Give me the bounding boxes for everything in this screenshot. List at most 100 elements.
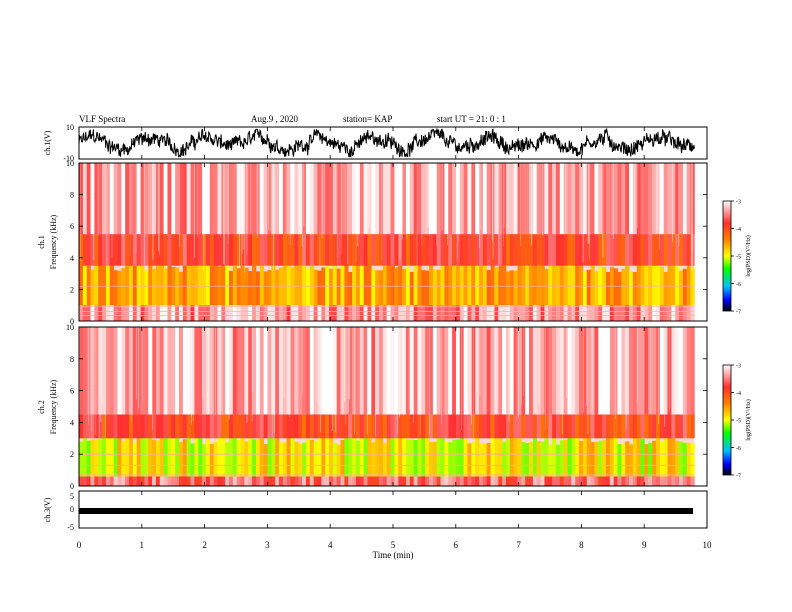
spectrogram-cell	[129, 262, 134, 306]
spectrogram-cell	[567, 476, 572, 486]
spectrogram-cell	[102, 414, 107, 439]
spectrogram-cell	[575, 414, 580, 439]
spectrogram-cell	[409, 439, 414, 477]
spectrogram-cell	[417, 234, 422, 266]
spectrogram-cell	[467, 327, 472, 415]
spectrogram-cell	[298, 305, 303, 321]
spectrogram-cell	[148, 476, 153, 486]
spectrogram-cell	[325, 234, 330, 266]
spectrogram-cell	[109, 476, 114, 486]
spectrogram-cell	[225, 234, 230, 266]
spectrogram-cell	[598, 234, 603, 266]
spectrogram-cell	[532, 476, 538, 486]
spectrogram-cell	[429, 414, 434, 439]
spectrogram-cell	[494, 476, 499, 486]
spectrogram-cell	[429, 163, 434, 235]
spectrogram-cell	[475, 234, 480, 266]
spectrogram-cell	[263, 476, 268, 486]
spectrogram-cell	[329, 268, 334, 306]
spectrogram-cell	[236, 234, 241, 266]
spectrogram-cell	[232, 163, 238, 235]
y-tick-label: 2	[70, 285, 74, 294]
spectrogram-cell	[671, 234, 676, 266]
spectrogram-cell	[152, 268, 157, 306]
spectrogram-cell	[586, 476, 591, 486]
spectrogram-cell	[459, 305, 464, 321]
spectrogram-cell	[532, 327, 538, 415]
spectrogram-cell	[498, 163, 503, 235]
spectrogram-cell	[286, 163, 291, 235]
spectrogram-cell	[129, 305, 134, 321]
spectrogram-cell	[298, 234, 303, 266]
spectrogram-cell	[82, 305, 87, 321]
spectrogram-cell	[267, 234, 272, 266]
spectrogram-cell	[567, 305, 572, 321]
spectrogram-cell	[294, 163, 299, 235]
spectrogram-cell	[236, 476, 241, 486]
spectrogram-cell	[598, 414, 603, 439]
spectrogram-cell	[452, 163, 457, 235]
spectrogram-cell	[421, 414, 426, 439]
spectrogram-cell	[332, 476, 338, 486]
y-tick-label: 4	[70, 254, 74, 263]
spectrogram-cell	[148, 414, 153, 439]
x-tick-label: 0	[77, 540, 82, 550]
spectrogram-cell	[321, 234, 326, 266]
spectrogram-cell	[313, 441, 318, 477]
spectrogram-cell	[590, 442, 595, 477]
spectrogram-cell	[332, 260, 338, 306]
colorbar-tick-label: -3	[736, 200, 741, 206]
spectrogram-cell	[129, 414, 134, 439]
spectrogram-cell	[502, 327, 507, 415]
spectrogram-cell	[505, 438, 511, 477]
spectrogram-cell	[309, 163, 314, 235]
spectrogram-cell	[198, 234, 203, 266]
spectrogram-cell	[148, 438, 153, 477]
spectrogram-cell	[429, 305, 434, 321]
spectrogram-cell	[163, 414, 168, 439]
spectrogram-cell	[167, 163, 172, 235]
spectrogram-cell	[367, 305, 372, 321]
spectrogram-cell	[382, 414, 388, 439]
spectrogram-cell	[652, 414, 657, 439]
spectrogram-cell	[663, 163, 668, 235]
spectrogram-cell	[382, 327, 388, 415]
spectrogram-cell	[271, 327, 276, 415]
spectrogram-cell	[232, 414, 238, 439]
spectrogram-cell	[475, 163, 480, 235]
spectrogram-cell	[413, 305, 418, 321]
spectrogram-cell	[225, 163, 230, 235]
spectrogram-cell	[675, 234, 680, 266]
spectrogram-cell	[413, 261, 418, 306]
spectrogram-cell	[171, 305, 176, 321]
spectrogram-cell	[209, 163, 214, 235]
spectrogram-cell	[98, 433, 103, 477]
spectrogram-cell	[209, 234, 214, 266]
colorbar-tick-label: -5	[736, 255, 741, 261]
spectrogram-cell	[155, 265, 161, 306]
spectrogram-cell	[182, 260, 188, 306]
spectrogram-cell	[317, 270, 322, 306]
spectrogram-cell	[371, 234, 376, 266]
spectrogram-cell	[282, 163, 288, 235]
spectrogram-cell	[102, 433, 107, 477]
spectrogram-cell	[79, 476, 84, 486]
spectrogram-cell	[521, 327, 526, 415]
spectrogram-cell	[536, 163, 541, 235]
spectrogram-cell	[405, 305, 411, 321]
y-tick-label: 10	[66, 323, 74, 332]
spectrogram-cell	[486, 163, 491, 235]
y-tick-label: 8	[70, 355, 74, 364]
spectrogram-cell	[229, 234, 234, 266]
spectrogram-cell	[482, 327, 488, 415]
spectrogram-cell	[479, 414, 484, 439]
spectrogram-cell	[240, 262, 245, 306]
spectrogram-cell	[436, 327, 441, 415]
spectrogram-cell	[613, 414, 618, 439]
spectrogram-cell	[179, 271, 184, 306]
spectrogram-cell	[259, 414, 264, 439]
spectrogram-cell	[325, 414, 330, 439]
spectrogram-cell	[579, 305, 584, 321]
spectrogram-cell	[355, 234, 361, 266]
spectrogram-cell	[609, 327, 614, 415]
